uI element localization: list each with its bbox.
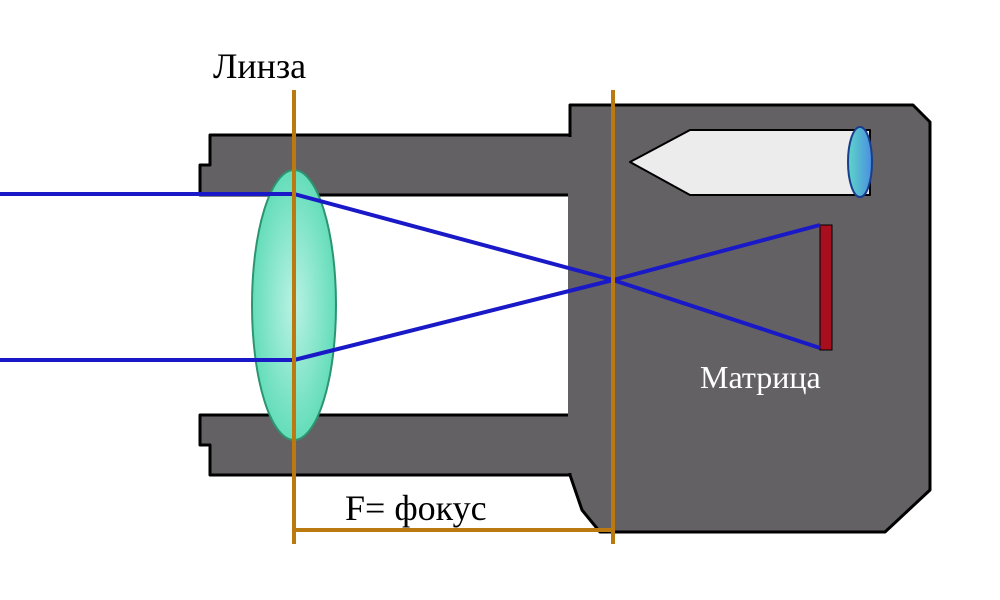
camera-lens-diagram: Линза Матрица F= фокус [0,0,1000,600]
focal-label: F= фокус [345,488,487,528]
lens-label: Линза [213,46,306,86]
sensor [820,225,832,350]
ray-top-refract [294,194,613,280]
ray-bottom-refract [294,280,613,360]
sensor-label: Матрица [700,359,821,395]
viewfinder-lens [848,127,872,197]
